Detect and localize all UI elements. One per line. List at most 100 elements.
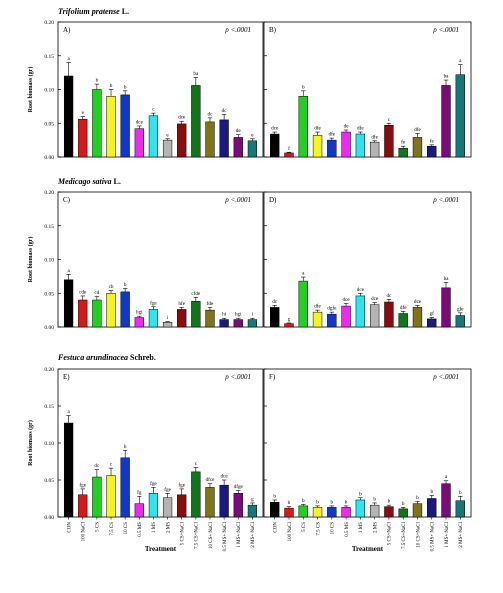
significance-letter: e [166, 132, 169, 138]
significance-letter: c [152, 107, 155, 113]
significance-letter: b [402, 501, 405, 507]
significance-letter: a [67, 409, 70, 415]
significance-letter: dce [221, 474, 229, 480]
significance-letter: b [316, 499, 319, 505]
bar-10-cs-nacl [412, 307, 423, 328]
y-tick-label: 0.15 [44, 54, 54, 60]
x-tick-label: 7.5 CS [316, 522, 321, 536]
bar-2-ms-nacl [247, 140, 258, 158]
bar-5-cs [298, 96, 308, 158]
bar-con [63, 422, 74, 518]
significance-letter: b [110, 83, 113, 89]
bar-0-5-ms [341, 507, 351, 518]
bar-2-ms [162, 322, 173, 328]
x-tick-label: 2 MS+ NaCl [251, 521, 256, 547]
x-tick-label: 10 CS [124, 522, 129, 535]
significance-letter: fe [430, 137, 435, 144]
bar-100-nacl [284, 323, 294, 328]
bar-2-ms [369, 141, 380, 158]
significance-letter: b [124, 282, 127, 288]
bar-con [270, 133, 280, 158]
bar-7-5-cs [106, 96, 116, 158]
bar-10-cs [327, 507, 337, 518]
bar-5-cs-nacl [384, 506, 394, 518]
bar-1-ms-nacl [441, 85, 451, 158]
significance-letter: ba [193, 71, 199, 77]
significance-letter: a [302, 271, 305, 277]
significance-letter: dfe [414, 126, 421, 133]
bar-2-ms-nacl [455, 315, 465, 328]
panel-label: B) [269, 26, 277, 34]
y-tick-label: 0.00 [44, 325, 54, 331]
y-tick-label: 0.05 [44, 478, 54, 484]
significance-letter: dce [136, 119, 144, 125]
y-tick-label: 0.05 [44, 121, 54, 127]
y-tick-label: 0.10 [44, 258, 54, 264]
significance-letter: fg [137, 489, 142, 496]
y-tick-label: 0.05 [44, 291, 54, 297]
bar-7-5-cs [312, 135, 323, 158]
bar-con [63, 75, 74, 158]
bar-5-cs-nacl [177, 309, 187, 328]
bar-2-ms [162, 497, 173, 518]
bar-10-cs-nacl [205, 487, 215, 518]
bar-100-nacl [78, 118, 88, 158]
y-tick-label: 0.00 [44, 515, 54, 521]
bar-1-ms-nacl [233, 319, 243, 328]
x-tick-label: 7.5 CS+NaCl [402, 521, 407, 549]
significance-letter: de [236, 128, 242, 134]
significance-letter: fge [150, 299, 157, 306]
significance-letter: b [273, 493, 276, 499]
bar-7-5-cs-nacl [191, 471, 201, 518]
significance-letter: dc [222, 108, 228, 114]
bar-10-cs-nacl [205, 309, 215, 328]
significance-letter: dc [208, 111, 214, 117]
significance-letter: b [331, 499, 334, 505]
bar-100-nacl [78, 494, 88, 518]
bar-5-cs-nacl [384, 125, 394, 158]
species-title: Trifolium pratense L. [58, 7, 129, 16]
bar-0-5-ms [341, 131, 351, 158]
y-tick-label: 0.20 [44, 20, 54, 26]
significance-letter: fge [150, 480, 157, 487]
x-tick-label: 2 MS [373, 522, 378, 533]
y-axis-label: Root biomass (gr) [27, 67, 34, 113]
bar-5-cs [92, 476, 102, 518]
x-axis-label: Treatment [352, 545, 384, 553]
y-tick-label: 0.00 [44, 155, 54, 161]
p-value-label: p <.0001 [432, 373, 459, 381]
significance-letter: fde [207, 300, 214, 307]
bar-0-5-ms-nacl [219, 319, 229, 328]
significance-letter: hgi [136, 310, 143, 316]
significance-letter: dce [271, 126, 279, 132]
significance-letter: b [288, 500, 291, 506]
bar-0-5-ms [134, 503, 144, 518]
significance-letter: de [344, 124, 350, 130]
bar-7-5-cs-nacl [398, 508, 408, 518]
x-tick-label: 1 MS [152, 522, 157, 533]
x-tick-label: 1 MS [359, 522, 364, 533]
bar-10-cs-nacl [412, 137, 423, 158]
significance-letter: dce [342, 297, 350, 303]
bar-1-ms-nacl [233, 137, 243, 158]
bar-1-ms [148, 309, 159, 328]
panel-label: E) [63, 373, 70, 381]
bar-5-cs [92, 89, 102, 158]
bar-10-cs-nacl [412, 503, 423, 518]
significance-letter: dfe [314, 303, 321, 310]
bar-2-ms [369, 304, 380, 328]
significance-letter: cd [94, 290, 99, 296]
x-tick-label: 0.5 MS+ NaCl [223, 521, 228, 551]
significance-letter: dc [386, 293, 392, 299]
significance-letter: b [302, 498, 305, 504]
species-authority: Schreb. [130, 353, 156, 362]
x-axis-label: Treatment [145, 545, 177, 553]
significance-letter: dfge [234, 483, 244, 490]
bar-7-5-cs-nacl [398, 147, 408, 158]
bar-7-5-cs-nacl [191, 85, 201, 158]
bar-10-cs [327, 313, 337, 328]
significance-letter: dce [357, 287, 365, 293]
bar-0-5-ms [134, 128, 144, 158]
y-axis-label: Root biomass (gr) [27, 420, 34, 466]
